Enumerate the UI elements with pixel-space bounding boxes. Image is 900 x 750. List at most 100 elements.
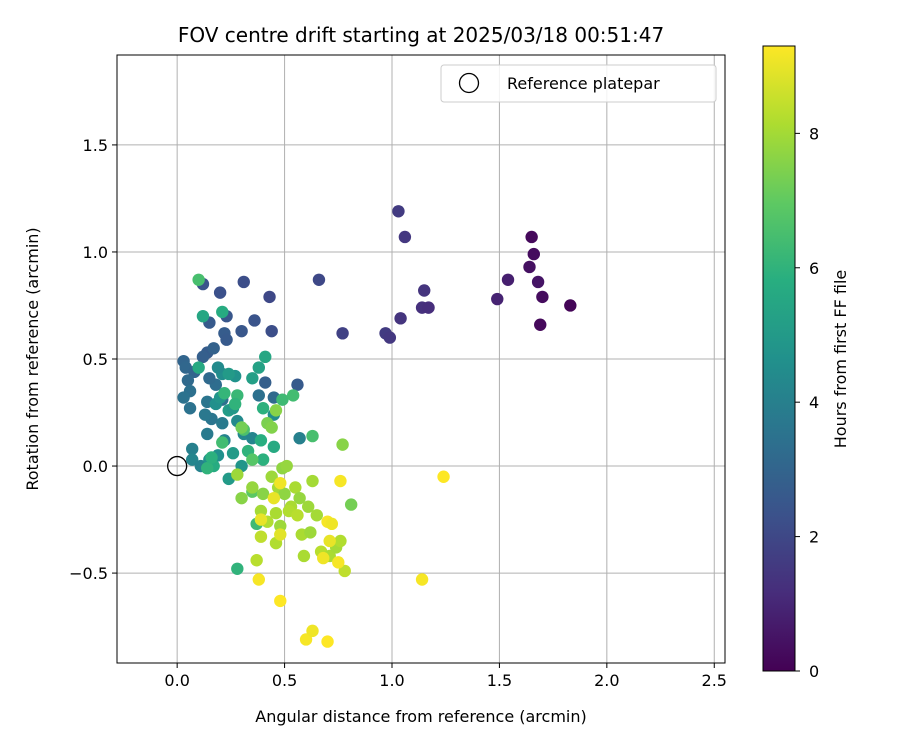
data-point — [422, 301, 435, 314]
data-point — [265, 421, 278, 434]
data-point — [392, 205, 405, 218]
data-point — [415, 573, 429, 586]
data-point — [276, 393, 289, 406]
legend-reference-marker — [458, 72, 480, 94]
data-point — [286, 389, 300, 402]
data-point — [181, 374, 195, 387]
data-point — [344, 498, 358, 511]
data-point — [534, 318, 547, 331]
data-point — [304, 526, 317, 539]
data-point — [252, 361, 265, 374]
data-point — [310, 509, 324, 522]
data-point — [228, 397, 242, 411]
data-point — [246, 481, 259, 494]
data-point — [536, 290, 549, 304]
data-point — [192, 361, 205, 374]
data-point — [334, 534, 347, 548]
data-point — [222, 367, 235, 381]
data-point — [306, 474, 319, 488]
data-point — [254, 513, 268, 526]
data-point — [274, 594, 287, 608]
data-point — [267, 491, 281, 505]
data-point — [246, 453, 259, 466]
data-point — [491, 292, 504, 306]
data-point — [237, 275, 250, 289]
x-tick-label: 0.0 — [164, 671, 189, 690]
data-point — [216, 436, 229, 449]
chart-title: FOV centre drift starting at 2025/03/18 … — [178, 23, 664, 47]
colorbar-tick-label: 8 — [809, 124, 819, 143]
data-point — [226, 446, 240, 460]
data-point — [231, 468, 244, 481]
data-point — [323, 534, 336, 548]
legend: Reference platepar — [440, 64, 717, 103]
data-point — [177, 391, 190, 404]
y-tick-label: 1.0 — [83, 243, 108, 262]
data-point — [246, 372, 259, 385]
data-point — [254, 434, 268, 447]
colorbar-label: Hours from first FF file — [831, 270, 850, 449]
data-point — [306, 429, 319, 443]
data-point — [394, 312, 407, 325]
data-point — [437, 470, 450, 483]
data-point — [312, 273, 326, 286]
data-point — [252, 573, 265, 586]
data-point — [248, 314, 261, 327]
x-tick-label: 2.5 — [702, 671, 727, 690]
x-tick-label: 0.5 — [272, 671, 297, 690]
data-point — [185, 453, 199, 466]
data-point — [205, 451, 218, 464]
data-point — [256, 453, 270, 466]
x-tick-label: 1.5 — [487, 671, 512, 690]
data-point — [334, 474, 347, 488]
data-point — [259, 350, 272, 364]
x-tick-label: 2.0 — [594, 671, 619, 690]
reference-marker — [167, 455, 188, 477]
data-point — [383, 331, 397, 344]
data-point — [218, 387, 231, 400]
data-point — [213, 286, 227, 299]
data-point — [254, 504, 268, 518]
reference-point — [167, 455, 188, 477]
data-point — [220, 333, 233, 346]
data-point — [269, 404, 283, 417]
data-point — [235, 324, 248, 338]
data-point — [196, 350, 210, 364]
legend-box — [440, 64, 717, 103]
data-point — [523, 260, 536, 274]
data-point — [235, 421, 248, 434]
data-point — [274, 528, 287, 541]
x-tick-label: 1.0 — [379, 671, 404, 690]
colorbar-tick-label: 0 — [809, 662, 819, 681]
data-point — [325, 517, 339, 531]
colorbar-gradient — [762, 45, 796, 672]
y-tick-label: 1.5 — [83, 136, 108, 155]
data-point — [564, 299, 577, 312]
data-point — [185, 442, 199, 456]
data-point — [256, 487, 270, 501]
data-point — [211, 361, 225, 374]
data-point — [207, 342, 220, 355]
data-point — [317, 551, 330, 565]
y-axis-ticks: −0.5 0.0 0.5 1.0 1.5 — [69, 136, 117, 583]
y-axis-label: Rotation from reference (arcmin) — [23, 227, 42, 490]
colorbar-ticks: 0 2 4 6 8 — [795, 124, 819, 681]
data-point — [231, 562, 244, 576]
data-point — [265, 470, 278, 483]
data-point — [293, 432, 306, 445]
data-point — [192, 273, 205, 286]
data-point — [254, 530, 268, 543]
data-point — [531, 275, 545, 289]
data-point — [216, 417, 229, 430]
x-axis-ticks: 0.0 0.5 1.0 1.5 2.0 2.5 — [164, 663, 727, 690]
data-point — [338, 564, 351, 578]
data-point — [196, 309, 210, 323]
data-point — [252, 389, 265, 402]
data-point — [280, 459, 293, 473]
colorbar-tick-label: 4 — [809, 393, 819, 412]
data-point — [293, 491, 306, 505]
data-point — [291, 378, 304, 391]
colorbar: 0 2 4 6 8 Hours from first FF file — [762, 45, 850, 681]
data-point — [201, 427, 214, 441]
data-point — [336, 438, 349, 451]
